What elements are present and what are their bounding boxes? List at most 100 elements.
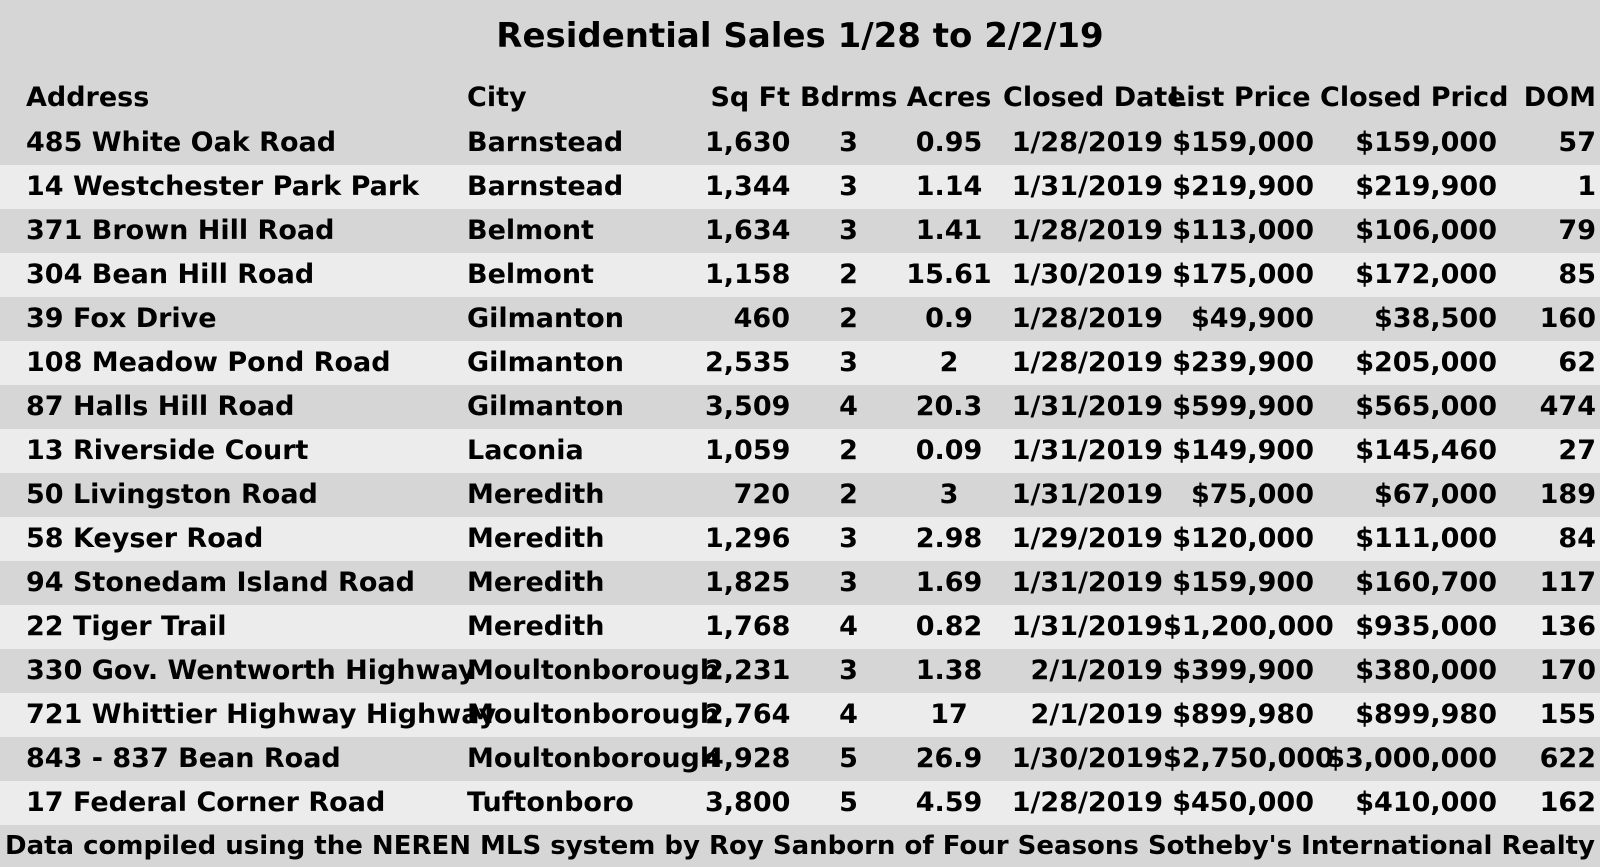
cell-bdrms: 3 xyxy=(839,567,858,598)
cell-address: 843 - 837 Bean Road xyxy=(26,743,341,774)
cell-sqft: 4,928 xyxy=(705,743,791,774)
cell-city: Gilmanton xyxy=(467,303,624,334)
cell-closed-price: $160,700 xyxy=(1355,567,1497,598)
cell-city: Tuftonboro xyxy=(467,787,634,818)
cell-closed-date: 2/1/2019 xyxy=(1030,655,1163,686)
cell-closed-price: $899,980 xyxy=(1355,699,1497,730)
cell-acres: 20.3 xyxy=(915,391,983,422)
cell-dom: 85 xyxy=(1558,259,1596,290)
header-closed-date: Closed Date xyxy=(1003,82,1186,113)
cell-acres: 1.14 xyxy=(915,171,983,202)
cell-closed-date: 1/28/2019 xyxy=(1011,215,1163,246)
cell-closed-price: $106,000 xyxy=(1355,215,1497,246)
cell-list-price: $239,900 xyxy=(1172,347,1314,378)
cell-closed-price: $3,000,000 xyxy=(1326,743,1497,774)
header-dom: DOM xyxy=(1523,82,1596,113)
cell-closed-price: $410,000 xyxy=(1355,787,1497,818)
cell-bdrms: 2 xyxy=(839,479,858,510)
cell-dom: 622 xyxy=(1539,743,1596,774)
cell-dom: 170 xyxy=(1539,655,1596,686)
cell-closed-date: 1/31/2019 xyxy=(1011,171,1163,202)
cell-acres: 15.61 xyxy=(906,259,992,290)
table-row: 87 Halls Hill Road Gilmanton 3,509 4 20.3 1/3… xyxy=(0,385,1600,429)
cell-city: Moultonborough xyxy=(467,655,720,686)
cell-list-price: $899,980 xyxy=(1172,699,1314,730)
cell-city: Gilmanton xyxy=(467,347,624,378)
cell-acres: 0.82 xyxy=(915,611,983,642)
cell-closed-price: $935,000 xyxy=(1355,611,1497,642)
cell-list-price: $49,900 xyxy=(1191,303,1314,334)
footer-note: Data compiled using the NEREN MLS system… xyxy=(4,831,1595,861)
cell-sqft: 1,059 xyxy=(705,435,791,466)
cell-acres: 0.09 xyxy=(915,435,983,466)
cell-closed-date: 1/31/2019 xyxy=(1011,567,1163,598)
table-row: 14 Westchester Park Park Barnstead 1,344 3 1… xyxy=(0,165,1600,209)
header-bdrms: Bdrms xyxy=(800,82,898,113)
cell-acres: 2 xyxy=(939,347,959,378)
cell-bdrms: 3 xyxy=(839,655,858,686)
table-row: 22 Tiger Trail Meredith 1,768 4 0.82 1/31/201… xyxy=(0,605,1600,649)
cell-city: Gilmanton xyxy=(467,391,624,422)
table-row: 721 Whittier Highway Highway Moultonborou… xyxy=(0,693,1600,737)
cell-address: 94 Stonedam Island Road xyxy=(26,567,415,598)
cell-closed-price: $38,500 xyxy=(1374,303,1497,334)
table-row: 371 Brown Hill Road Belmont 1,634 3 1.41 1/28… xyxy=(0,209,1600,253)
cell-address: 13 Riverside Court xyxy=(26,435,309,466)
cell-bdrms: 3 xyxy=(839,127,858,158)
header-address: Address xyxy=(26,82,150,113)
cell-closed-date: 1/30/2019 xyxy=(1011,743,1163,774)
cell-address: 39 Fox Drive xyxy=(26,303,217,334)
cell-closed-date: 1/31/2019 xyxy=(1011,435,1163,466)
cell-closed-price: $380,000 xyxy=(1355,655,1497,686)
cell-dom: 57 xyxy=(1558,127,1596,158)
cell-dom: 84 xyxy=(1558,523,1596,554)
cell-list-price: $219,900 xyxy=(1172,171,1314,202)
cell-closed-price: $145,460 xyxy=(1355,435,1497,466)
cell-sqft: 1,825 xyxy=(705,567,791,598)
cell-city: Laconia xyxy=(467,435,584,466)
cell-list-price: $149,900 xyxy=(1172,435,1314,466)
cell-city: Moultonborough xyxy=(467,699,720,730)
cell-city: Barnstead xyxy=(467,127,624,158)
cell-bdrms: 3 xyxy=(839,347,858,378)
cell-address: 371 Brown Hill Road xyxy=(26,215,335,246)
cell-closed-date: 1/31/2019 xyxy=(1011,391,1163,422)
cell-list-price: $399,900 xyxy=(1172,655,1314,686)
cell-bdrms: 4 xyxy=(839,391,858,422)
cell-city: Belmont xyxy=(467,215,594,246)
cell-address: 17 Federal Corner Road xyxy=(26,787,386,818)
cell-closed-price: $111,000 xyxy=(1355,523,1497,554)
cell-sqft: 2,231 xyxy=(705,655,791,686)
cell-address: 58 Keyser Road xyxy=(26,523,264,554)
cell-closed-date: 1/31/2019 xyxy=(1011,479,1163,510)
table-row: 330 Gov. Wentworth Highway Moultonborough… xyxy=(0,649,1600,693)
cell-acres: 2.98 xyxy=(915,523,983,554)
header-city: City xyxy=(467,82,527,113)
cell-list-price: $113,000 xyxy=(1172,215,1314,246)
cell-list-price: $450,000 xyxy=(1172,787,1314,818)
table-row: 94 Stonedam Island Road Meredith 1,825 3 1.6… xyxy=(0,561,1600,605)
cell-closed-date: 1/28/2019 xyxy=(1011,347,1163,378)
cell-city: Belmont xyxy=(467,259,594,290)
cell-dom: 27 xyxy=(1558,435,1596,466)
cell-closed-date: 1/28/2019 xyxy=(1011,787,1163,818)
cell-sqft: 1,768 xyxy=(705,611,791,642)
cell-dom: 162 xyxy=(1539,787,1596,818)
table-row: 304 Bean Hill Road Belmont 1,158 2 15.61 1/30… xyxy=(0,253,1600,297)
table-row: 485 White Oak Road Barnstead 1,630 3 0.95 1/2… xyxy=(0,121,1600,165)
cell-address: 304 Bean Hill Road xyxy=(26,259,315,290)
cell-list-price: $1,200,000 xyxy=(1163,611,1334,642)
header-acres: Acres xyxy=(906,82,992,113)
cell-dom: 117 xyxy=(1539,567,1596,598)
cell-closed-price: $219,900 xyxy=(1355,171,1497,202)
cell-closed-date: 1/30/2019 xyxy=(1011,259,1163,290)
cell-sqft: 3,509 xyxy=(705,391,791,422)
cell-dom: 155 xyxy=(1539,699,1596,730)
cell-bdrms: 2 xyxy=(839,259,858,290)
cell-city: Meredith xyxy=(467,567,605,598)
cell-address: 22 Tiger Trail xyxy=(26,611,227,642)
sales-table: Address City Sq Ft Bdrms Acres Closed Da… xyxy=(0,75,1600,825)
table-row: 58 Keyser Road Meredith 1,296 3 2.98 1/29/201… xyxy=(0,517,1600,561)
cell-acres: 3 xyxy=(939,479,959,510)
